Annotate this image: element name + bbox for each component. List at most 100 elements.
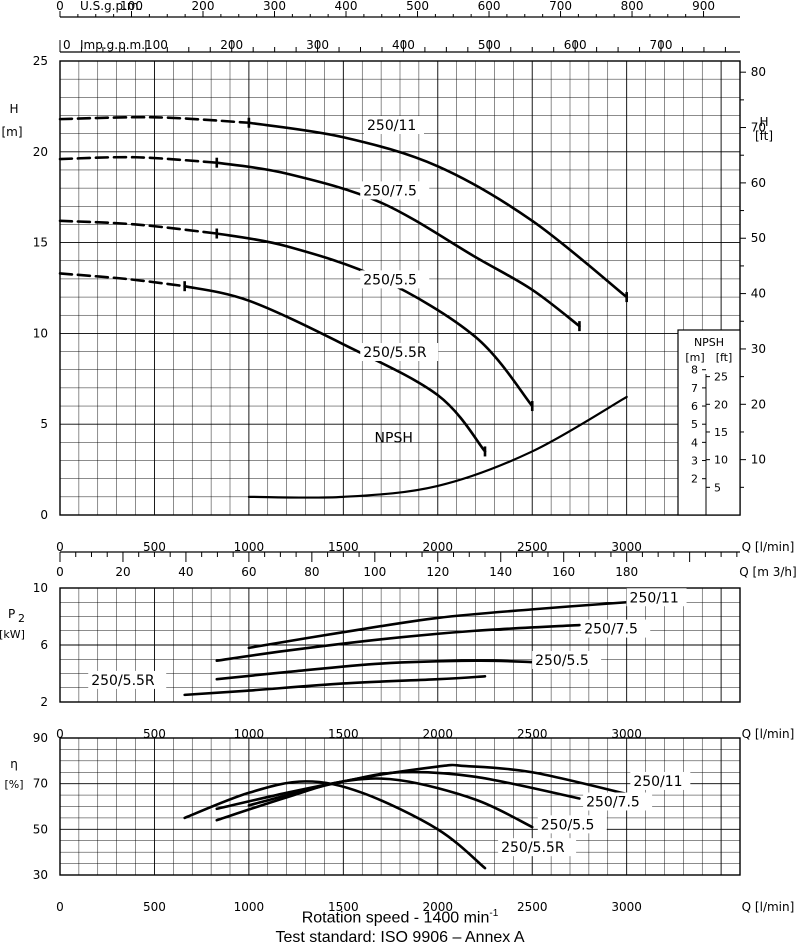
test-standard-note: Test standard: ISO 9906 – Annex A	[275, 929, 525, 946]
npsh-ft-tick-label: 15	[714, 426, 728, 439]
npsh-scale-box	[677, 329, 741, 516]
npsh-ft-tick-label: 25	[714, 371, 728, 384]
y-tick-label: 90	[33, 731, 48, 745]
head-curve-NPSH	[247, 395, 628, 499]
npsh-ft-tick-label: 5	[714, 481, 721, 494]
efficiency-panel: 30 50 70 90 η [%] 0 500 1000 1500 2000 2500 3000 Q [l…	[4, 731, 794, 914]
usgpm-tick-label: 100	[120, 0, 143, 13]
head-curve-250-5-5R-label: 250/5.5R	[363, 345, 427, 361]
x-tick-label: 500	[143, 900, 166, 914]
head-curve-250-7-5-label-bg	[360, 181, 430, 200]
x-tick-label: 1000	[234, 540, 265, 554]
power-curve-250-5-5-label-bg	[532, 650, 602, 669]
usgpm-tick-label: 800	[621, 0, 644, 13]
efficiency-curve-250-5-5	[215, 777, 534, 829]
efficiency-curve-250-7-5	[215, 770, 581, 811]
y-tick-label: 20	[33, 145, 48, 159]
x-tick-label: 3000	[611, 540, 642, 554]
x-tick-label: 1500	[328, 900, 359, 914]
npsh-m-tick-label: 2	[691, 473, 698, 486]
y-tick-label: 50	[33, 822, 48, 836]
usgpm-tick-label: 900	[692, 0, 715, 13]
m3h-tick-label: 60	[241, 565, 256, 579]
head-curve-250-11-label: 250/11	[367, 118, 416, 134]
m3h-tick-label: 160	[552, 565, 575, 579]
npsh-m-tick-label: 5	[691, 418, 698, 431]
efficiency-axis-unit: [%]	[4, 778, 23, 791]
x-tick-label: 1000	[234, 900, 265, 914]
head-curve-250-7-5-dashed	[58, 155, 219, 164]
npsh-unit-m: [m]	[685, 351, 704, 364]
power-curve-250-11-label: 250/11	[630, 590, 679, 606]
y-tick-label: 70	[33, 777, 48, 791]
usgpm-tick-label: 600	[478, 0, 501, 13]
efficiency-curve-250-5-5R-label: 250/5.5R	[501, 840, 565, 856]
impgpm-tick-label: 400	[392, 38, 415, 52]
efficiency-axis-title: η	[10, 757, 18, 771]
y-tick-label: 6	[40, 638, 48, 652]
top-flow-axes: 0 100 200 300 400 500 600 700 800 900 U.S.g.p.m. 20…	[56, 0, 740, 53]
power-curve-250-7-5	[215, 623, 581, 662]
plot-frame	[59, 60, 741, 516]
head-curve-250-5-5R-dashed	[58, 272, 186, 288]
power-axis-subscript: 2	[18, 612, 25, 625]
ft-tick-label: 80	[751, 65, 766, 79]
ft-tick-label: 10	[751, 453, 766, 467]
x-tick-label: 500	[143, 540, 166, 554]
impgpm-axis-title: Imp.g.p.m.100	[80, 38, 168, 52]
impgpm-tick-label: 600	[564, 38, 587, 52]
impgpm-tick-label: 700	[650, 38, 673, 52]
rotation-speed-text: Rotation speed - 1400 min	[301, 909, 490, 927]
power-curve-250-5-5-label: 250/5.5	[535, 653, 589, 669]
power-curve-250-7-5-label-bg	[581, 619, 651, 638]
ft-tick-label: 30	[751, 342, 766, 356]
power-curve-250-5-5	[215, 659, 534, 681]
x-axis-title: Q [l/min]	[742, 540, 795, 554]
power-axis-title: P	[8, 607, 15, 621]
m3h-tick-label: 140	[489, 565, 512, 579]
head-curve-250-7-5	[215, 161, 581, 328]
head-curve-250-7-5-label: 250/7.5	[363, 183, 417, 199]
npsh-m-tick-label: 8	[691, 364, 698, 377]
usgpm-axis-title: U.S.g.p.m.	[80, 0, 142, 13]
x-tick-label: 2500	[517, 900, 548, 914]
plot-frame	[59, 587, 741, 703]
impgpm-tick-label: 300	[306, 38, 329, 52]
ft-tick-label: 70	[751, 121, 766, 135]
rotation-speed-unit-exponent: -1	[489, 908, 499, 919]
efficiency-curve-250-7-5-label: 250/7.5	[586, 795, 640, 811]
head-curve-250-5-5-label: 250/5.5	[363, 272, 417, 288]
npsh-ft-tick-label: 20	[714, 398, 728, 411]
head-curve-250-11	[247, 121, 628, 299]
impgpm-tick-label: 200	[220, 38, 243, 52]
power-curve-250-5-5R-label: 250/5.5R	[91, 673, 155, 689]
usgpm-tick-label: 0	[56, 0, 64, 13]
npsh-ft-tick-label: 10	[714, 454, 728, 467]
head-ft-axis-title: H	[759, 115, 768, 129]
x-axis-title: Q [l/min]	[742, 900, 795, 914]
head-curve-250-5-5-label-bg	[360, 270, 430, 289]
m3h-tick-label: 20	[115, 565, 130, 579]
npsh-m-tick-label: 4	[691, 436, 698, 449]
impgpm-tick-label: 500	[478, 38, 501, 52]
y-tick-label: 15	[33, 236, 48, 250]
efficiency-curve-250-5-5-label: 250/5.5	[541, 817, 595, 833]
y-tick-label: 25	[33, 54, 48, 68]
power-axis-unit: [kW]	[0, 628, 25, 641]
npsh-m-tick-label: 3	[691, 455, 698, 468]
y-tick-label: 2	[40, 695, 48, 709]
m3h-tick-label: 120	[426, 565, 449, 579]
efficiency-curve-250-7-5-label-bg	[583, 792, 653, 811]
efficiency-curve-250-11-label-bg	[630, 771, 691, 790]
head-curve-250-5-5	[215, 232, 534, 408]
x-tick-label: 1500	[328, 540, 359, 554]
head-ft-axis-unit: [ft]	[755, 129, 773, 143]
head-curve-NPSH-label: NPSH	[375, 430, 413, 446]
x-tick-label: 0	[56, 900, 64, 914]
power-curve-250-11	[247, 600, 628, 650]
head-axis-unit: [m]	[1, 125, 22, 139]
m3h-tick-label: 0	[56, 565, 64, 579]
npsh-m-tick-label: 7	[691, 382, 698, 395]
